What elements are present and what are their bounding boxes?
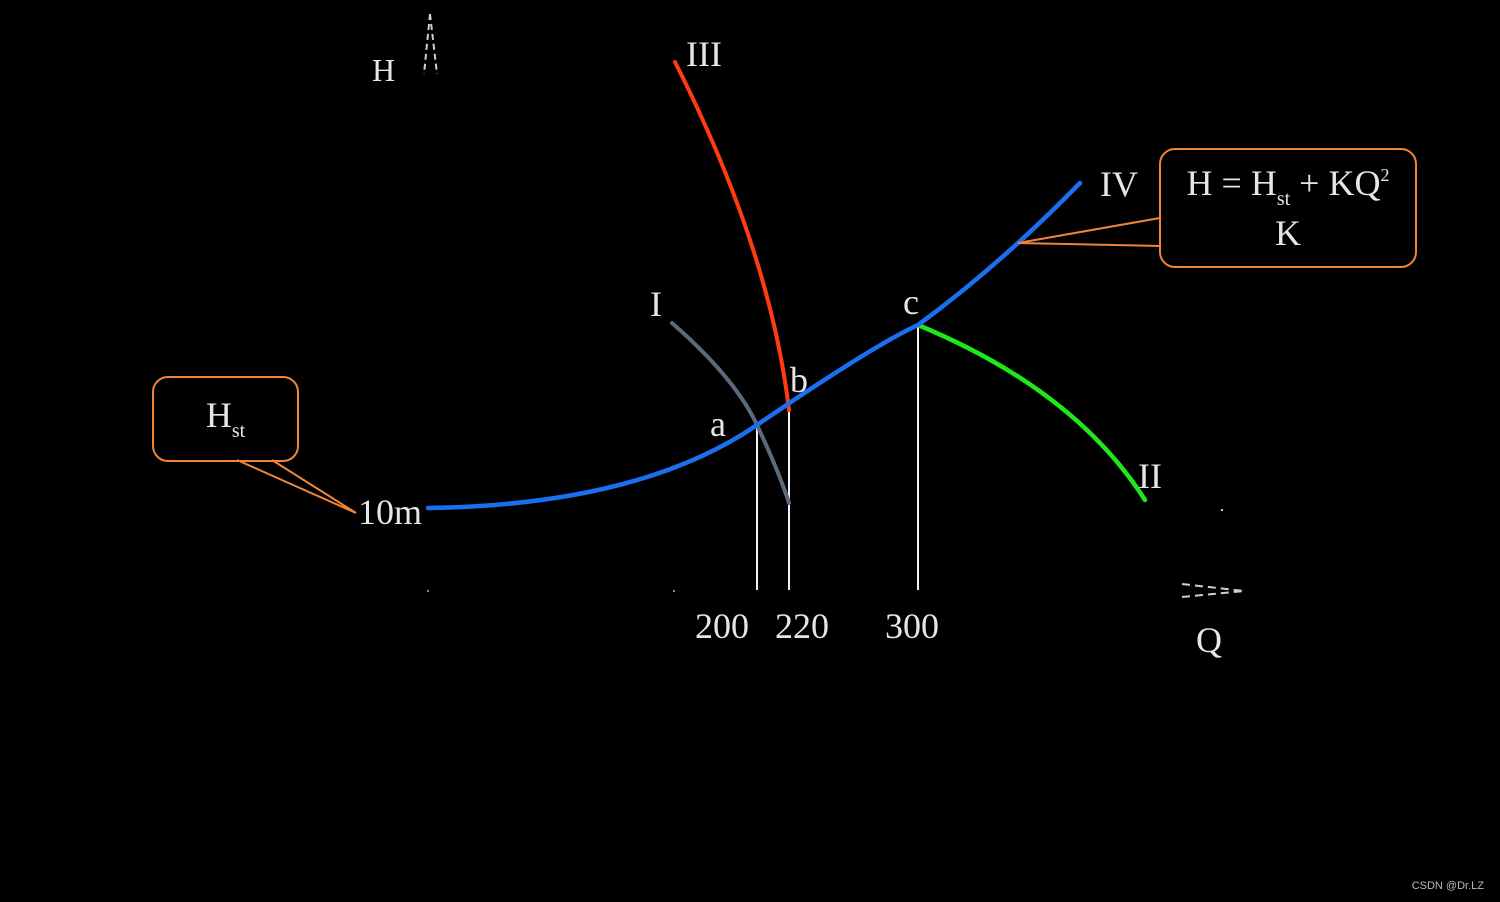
intercept-label: 10m bbox=[358, 492, 423, 532]
y-axis-arrow bbox=[423, 13, 438, 75]
curve-label-I: I bbox=[650, 284, 662, 324]
point-label-b: b bbox=[790, 360, 808, 400]
callout-leader-hst bbox=[236, 459, 357, 514]
x-tick-200: 200 bbox=[695, 606, 749, 646]
axis-dot bbox=[673, 590, 675, 592]
x-tick-220: 220 bbox=[775, 606, 829, 646]
hst-callout: Hst bbox=[152, 376, 299, 462]
x-tick-300: 300 bbox=[885, 606, 939, 646]
x-axis-label: Q bbox=[1196, 620, 1222, 660]
x-axis-arrow bbox=[1181, 583, 1245, 598]
hst-callout-text: Hst bbox=[205, 395, 246, 442]
formula-line-1: H = Hst + KQ2 bbox=[1186, 163, 1390, 210]
point-label-a: a bbox=[710, 404, 726, 444]
formula-line-2: K bbox=[1275, 213, 1301, 253]
callout-leader-formula bbox=[1017, 217, 1161, 247]
y-axis-label: H bbox=[372, 52, 396, 88]
pump-curve-III bbox=[673, 60, 791, 412]
pump-curve-II bbox=[915, 322, 1148, 503]
formula-callout: H = Hst + KQ2 K bbox=[1159, 148, 1417, 268]
origin-dot bbox=[427, 590, 429, 592]
watermark: CSDN @Dr.LZ bbox=[1411, 880, 1484, 892]
axis-dot bbox=[1221, 509, 1223, 511]
point-label-c: c bbox=[903, 282, 919, 322]
curve-label-III: III bbox=[686, 34, 722, 74]
curve-label-IV: IV bbox=[1100, 164, 1138, 204]
curve-label-II: II bbox=[1138, 456, 1162, 496]
system-curve-IV bbox=[425, 180, 1083, 511]
